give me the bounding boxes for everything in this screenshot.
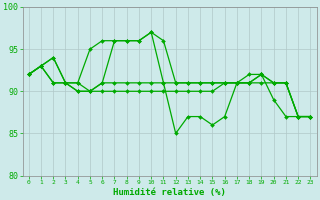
X-axis label: Humidité relative (%): Humidité relative (%) [113,188,226,197]
